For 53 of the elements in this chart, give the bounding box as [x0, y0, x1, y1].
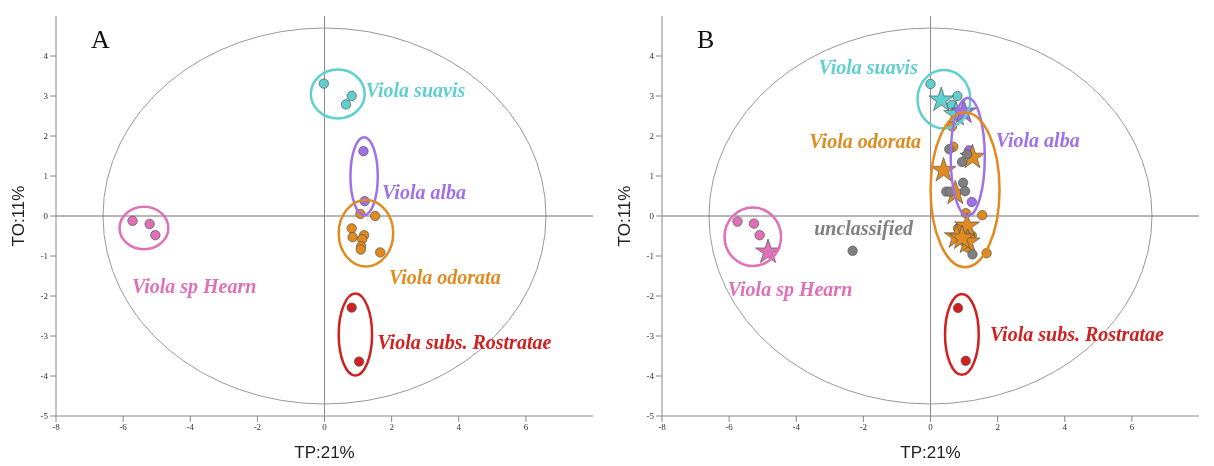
y-tick-label: -3: [40, 331, 49, 342]
text: Viola sp Hearn: [131, 274, 257, 298]
x-tick-label: 2: [389, 422, 394, 433]
y-tick-label: -4: [646, 371, 655, 382]
y-tick-label: -5: [646, 411, 655, 422]
x-tick-label: -6: [119, 422, 128, 433]
y-tick-label: 0: [649, 211, 655, 222]
series-label: Viola odorata: [388, 265, 501, 288]
series-label: Viola suavis: [818, 55, 919, 78]
x-tick-label: -8: [658, 422, 667, 433]
series-label: Viola suavis: [365, 78, 466, 101]
series-label: Viola subs. Rostratae: [377, 331, 552, 354]
x-tick-label: -4: [792, 422, 801, 433]
y-tick-label: 4: [649, 51, 655, 62]
chart-title: A: [91, 25, 110, 54]
series-label: unclassified: [814, 217, 915, 241]
series-label: Viola subs. Rostratae: [989, 322, 1164, 345]
x-tick-label: -2: [253, 422, 262, 433]
x-axis-title: TP:21%: [900, 443, 961, 462]
y-tick-label: 1: [649, 171, 654, 182]
y-tick-label: -3: [646, 331, 655, 342]
y-tick-label: 1: [43, 171, 48, 182]
y-tick-label: -1: [646, 251, 654, 262]
x-axis-title: TP:21%: [294, 443, 355, 462]
x-tick-label: 6: [523, 422, 529, 433]
y-tick-label: 4: [43, 51, 49, 62]
x-tick-label: -6: [725, 422, 734, 433]
series-label: Viola alba: [995, 128, 1080, 151]
y-tick-label: 3: [649, 91, 655, 102]
x-tick-label: -4: [186, 422, 195, 433]
x-tick-label: -2: [859, 422, 868, 433]
y-tick-label: 3: [43, 91, 49, 102]
y-axis-title: TO:11%: [615, 185, 635, 247]
series-label: Viola alba: [382, 180, 467, 203]
x-tick-label: 2: [995, 422, 1000, 433]
y-axis-title: TO:11%: [9, 185, 29, 247]
x-tick-label: 4: [1062, 422, 1068, 433]
text: Viola sp Hearn: [727, 278, 853, 302]
x-tick-label: 0: [928, 422, 934, 433]
chart-title: B: [697, 25, 715, 54]
series-label: Viola odorata: [809, 130, 922, 153]
y-tick-label: 2: [649, 131, 654, 142]
x-tick-label: 0: [322, 422, 328, 433]
y-tick-label: -1: [40, 251, 48, 262]
y-tick-label: -5: [40, 411, 49, 422]
y-tick-label: 0: [43, 211, 49, 222]
y-tick-label: 2: [43, 131, 48, 142]
x-tick-label: -8: [52, 422, 61, 433]
x-tick-label: 4: [456, 422, 462, 433]
y-tick-label: -2: [40, 291, 48, 302]
y-tick-label: -4: [40, 371, 49, 382]
x-tick-label: 6: [1129, 422, 1135, 433]
y-tick-label: -2: [646, 291, 654, 302]
